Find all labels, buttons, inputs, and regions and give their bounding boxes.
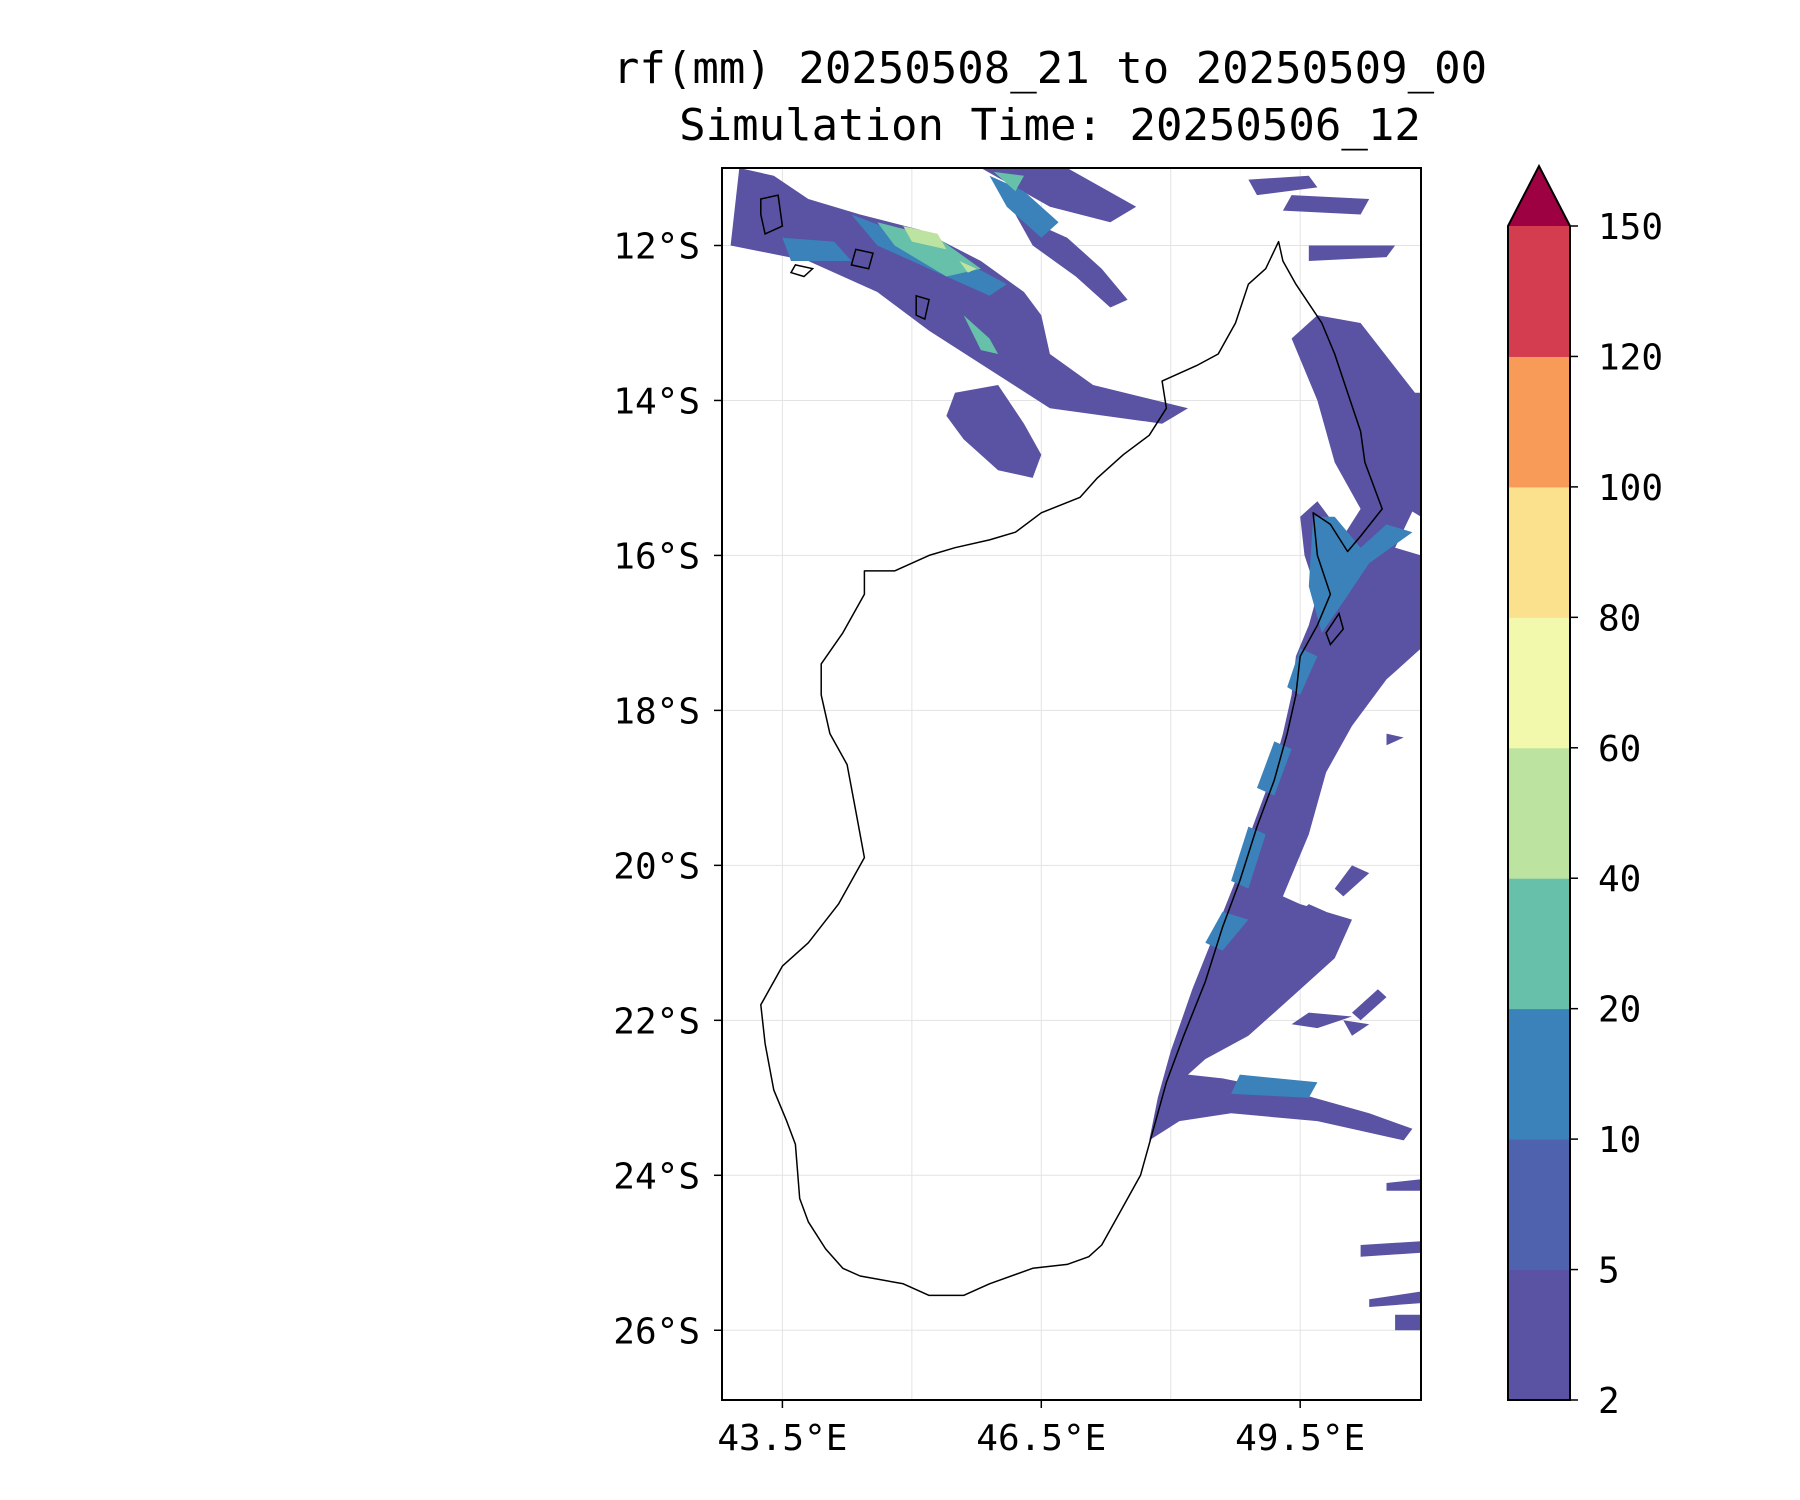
rainfall-area [993, 171, 1024, 192]
rainfall-area [1231, 826, 1266, 889]
rainfall-area [1360, 1241, 1421, 1257]
rainfall-area [877, 222, 981, 277]
rainfall-area [1395, 1314, 1421, 1331]
rainfall-area [1308, 245, 1396, 261]
rainfall-area [1291, 1012, 1352, 1029]
coastline-layer [760, 194, 1383, 1297]
rainfall-area [1343, 1020, 1370, 1036]
lat-tick-label: 18°S [613, 691, 700, 732]
rainfall-area [1257, 741, 1292, 796]
rainfall-area [989, 175, 1059, 238]
rainfall-layer [730, 168, 1421, 1331]
longitude-ticks: 43.5°E 46.5°E 49.5°E [717, 1400, 1365, 1459]
colorbar-tick-label: 60 [1598, 729, 1641, 770]
colorbar-tick-label: 100 [1598, 468, 1663, 509]
rainfall-area [1282, 195, 1370, 215]
lat-tick-label: 20°S [613, 846, 700, 887]
madagascar-coastline [760, 240, 1383, 1297]
rainfall-area [1015, 214, 1128, 308]
lat-tick-label: 14°S [613, 381, 700, 422]
rainfall-area [1386, 1179, 1421, 1191]
colorbar: 2 5 10 20 40 60 80 100 120 150 [1507, 163, 1663, 1422]
colorbar-segment [1508, 878, 1570, 1010]
colorbar-segment [1508, 486, 1570, 618]
latitude-ticks: 12°S 14°S 16°S 18°S 20°S 22°S 24°S 26°S [613, 226, 722, 1352]
map-area: 43.5°E 46.5°E 49.5°E 12°S 14°S 16°S 18°S 20°S 2… [613, 167, 1422, 1459]
island-coastline [850, 248, 874, 270]
rainfall-area [1282, 904, 1327, 936]
rainfall-area [963, 315, 999, 354]
lat-tick-label: 22°S [613, 1001, 700, 1042]
colorbar-segment [1508, 747, 1570, 879]
plot-title: rf(mm) 20250508_21 to 20250509_00 [612, 43, 1488, 94]
rainfall-area [1334, 865, 1370, 897]
colorbar-tick-label: 5 [1598, 1251, 1620, 1292]
rainfall-area [1149, 315, 1421, 1141]
plot-subtitle: Simulation Time: 20250506_12 [679, 100, 1421, 151]
island-coastline [915, 294, 930, 321]
rainfall-area [1395, 392, 1421, 517]
lat-tick-label: 12°S [613, 226, 700, 267]
rainfall-area [959, 261, 977, 273]
rainfall-area [730, 168, 1188, 424]
rainfall-area [1308, 516, 1413, 633]
colorbar-tick-label: 10 [1598, 1120, 1641, 1161]
rainfall-area [1369, 578, 1421, 602]
lat-tick-label: 16°S [613, 536, 700, 577]
rainfall-area [1386, 733, 1404, 746]
island-coastline [1325, 611, 1345, 646]
rainfall-area [782, 237, 852, 261]
rainfall-area [903, 226, 947, 250]
colorbar-segment [1508, 356, 1570, 488]
colorbar-segment [1508, 1139, 1570, 1271]
rainfall-area [946, 385, 1042, 478]
island-coastline [789, 264, 815, 278]
rainfall-area [1287, 648, 1318, 695]
island-coastline [760, 194, 784, 235]
colorbar-tick-label: 20 [1598, 990, 1641, 1031]
rainfall-area [1205, 911, 1249, 951]
colorbar-tick-label: 40 [1598, 859, 1641, 900]
colorbar-tick-label: 2 [1598, 1381, 1620, 1422]
lat-tick-label: 26°S [613, 1311, 700, 1352]
colorbar-tick-label: 150 [1598, 207, 1663, 248]
rainfall-area [1248, 175, 1318, 196]
lon-tick-label: 43.5°E [717, 1418, 847, 1459]
rainfall-area [1369, 1291, 1421, 1307]
colorbar-segment [1508, 617, 1570, 749]
colorbar-extend-arrow [1508, 166, 1570, 226]
colorbar-segment [1508, 1269, 1570, 1401]
colorbar-tick-label: 120 [1598, 337, 1663, 378]
lon-tick-label: 46.5°E [976, 1418, 1106, 1459]
colorbar-segment [1508, 226, 1570, 357]
rainfall-area [1352, 989, 1387, 1021]
colorbar-outline [1507, 163, 1571, 1401]
lat-tick-label: 24°S [613, 1156, 700, 1197]
map-frame [721, 167, 1422, 1401]
rainfall-area [1231, 1074, 1318, 1098]
colorbar-tick-label: 80 [1598, 598, 1641, 639]
colorbar-segment [1508, 1008, 1570, 1140]
lon-tick-label: 49.5°E [1235, 1418, 1365, 1459]
